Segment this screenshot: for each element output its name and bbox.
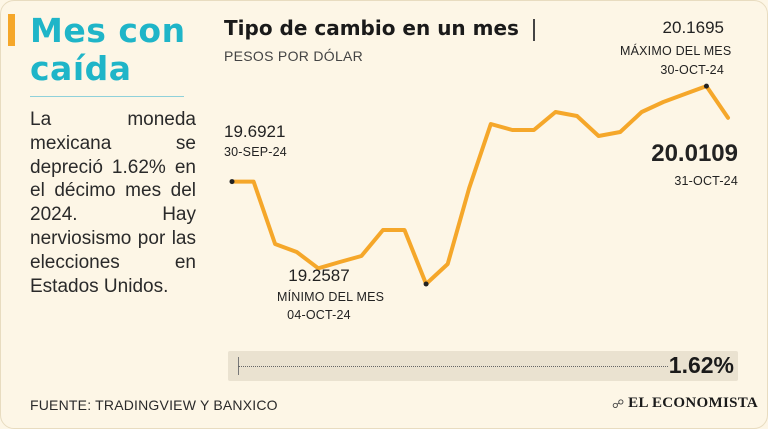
max-value: 20.1695 [662, 18, 724, 37]
end-value: 20.0109 [651, 140, 738, 167]
chart-title: Tipo de cambio en un mes [224, 16, 519, 40]
start-annotation: 19.6921 30-SEP-24 [224, 122, 287, 159]
end-annotation: 20.0109 31-OCT-24 [630, 140, 738, 188]
title-divider [533, 19, 535, 41]
data-points [229, 83, 709, 287]
headline-line-2: caída [30, 49, 132, 88]
max-date: 30-OCT-24 [660, 63, 724, 77]
end-date: 31-OCT-24 [674, 174, 738, 188]
change-bar-track [238, 366, 668, 367]
min-point-marker [423, 281, 429, 287]
change-value: 1.62% [668, 352, 734, 378]
min-label: MÍNIMO DEL MES [277, 290, 385, 304]
body-text: La moneda mexicana se depreció 1.62% en … [30, 109, 196, 297]
min-date: 04-OCT-24 [287, 308, 351, 322]
brand-logo: ☍ EL ECONOMISTA [612, 395, 758, 412]
min-value: 19.2587 [288, 266, 350, 285]
globe-icon: ☍ [612, 396, 625, 411]
max-annotation: 20.1695 MÁXIMO DEL MES 30-OCT-24 [620, 18, 732, 77]
start-point-marker [229, 179, 235, 185]
start-value: 19.6921 [224, 122, 286, 141]
source-note: FUENTE: TRADINGVIEW Y BANXICO [30, 397, 278, 413]
brand-name: EL ECONOMISTA [628, 395, 759, 411]
max-point-marker [703, 83, 709, 89]
headline: Mes con caída [30, 12, 186, 88]
start-date: 30-SEP-24 [224, 145, 287, 159]
headline-line-1: Mes con [30, 11, 186, 50]
chart-subtitle: PESOS POR DÓLAR [224, 48, 364, 64]
accent-bar [8, 14, 15, 46]
max-label: MÁXIMO DEL MES [620, 44, 732, 58]
headline-divider [30, 96, 184, 97]
series-line [230, 84, 730, 286]
min-annotation: 19.2587 MÍNIMO DEL MES 04-OCT-24 [277, 266, 385, 322]
change-bar: 1.62% [228, 351, 738, 381]
